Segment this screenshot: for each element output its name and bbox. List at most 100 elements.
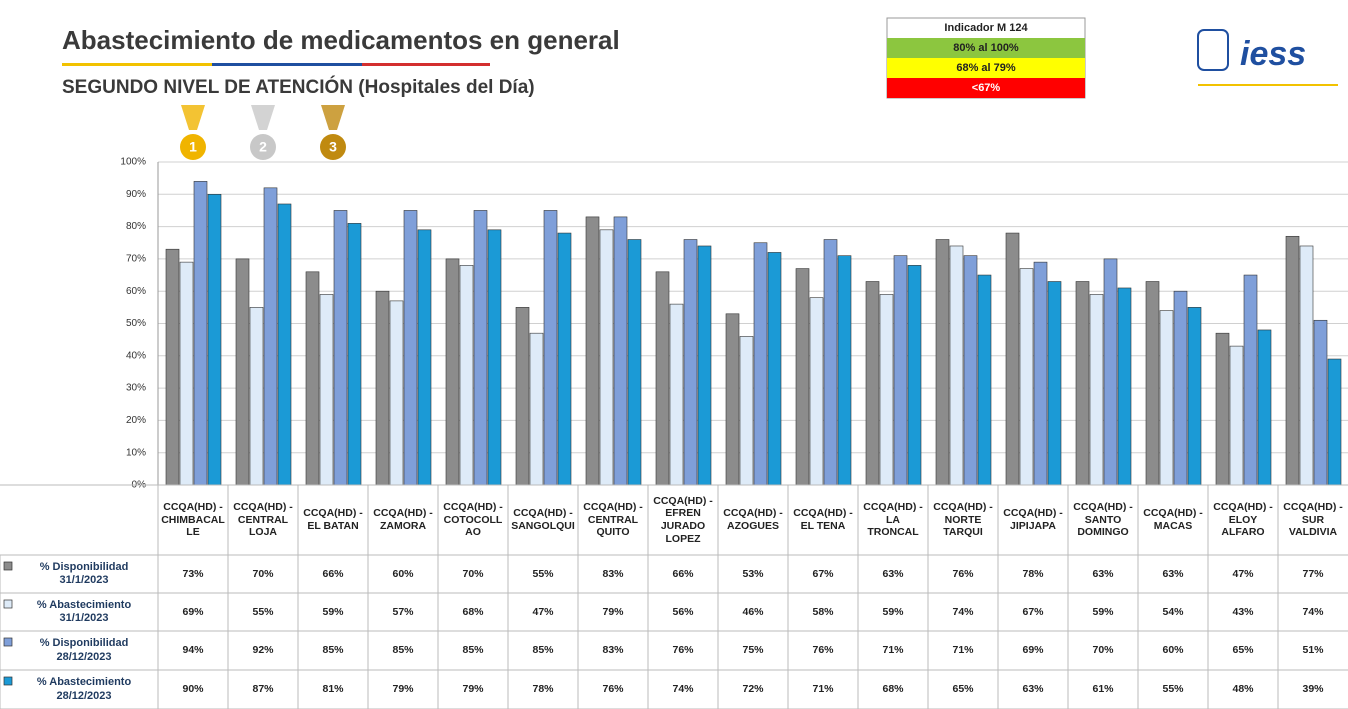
table-value: 75% <box>742 644 764 657</box>
x-tick-label: CCQA(HD) - ZAMORA <box>373 507 433 532</box>
indicator-level <box>887 78 1085 98</box>
bar <box>1243 274 1258 486</box>
table-value: 83% <box>602 644 624 657</box>
table-value: 78% <box>1022 567 1044 580</box>
x-tick-label: CCQA(HD) - MACAS <box>1143 507 1203 532</box>
table-value: 39% <box>1302 683 1324 696</box>
x-tick-label: CCQA(HD) - NORTE TARQUI <box>933 501 993 539</box>
table-value: 67% <box>812 567 834 580</box>
table-value: 85% <box>532 644 554 657</box>
x-tick-label: CCQA(HD) - ELOY ALFARO <box>1213 501 1273 539</box>
bar <box>963 255 978 486</box>
table-value: 76% <box>812 644 834 657</box>
x-tick-label: CCQA(HD) - EL TENA <box>793 507 853 532</box>
bar <box>1215 332 1230 486</box>
x-tick-label: CCQA(HD) - EFREN JURADO LOPEZ <box>653 494 713 545</box>
y-tick-label: 100% <box>120 157 146 168</box>
table-value: 63% <box>1162 567 1184 580</box>
bar <box>753 242 768 486</box>
legend-entry: % Disponibilidad 31/1/2023 <box>39 560 129 586</box>
indicator-label: 80% al 100% <box>953 42 1019 54</box>
bar <box>235 258 250 486</box>
legend-swatch <box>3 637 13 647</box>
medal-ribbon <box>321 105 345 130</box>
bar <box>627 239 642 486</box>
bar <box>403 210 418 486</box>
bar <box>683 239 698 486</box>
table-value: 54% <box>1162 605 1184 618</box>
bar <box>1117 287 1132 486</box>
bar <box>207 194 222 486</box>
table-value: 79% <box>392 683 414 696</box>
bar <box>1145 281 1160 486</box>
table-value: 60% <box>392 567 414 580</box>
indicator-level <box>887 58 1085 78</box>
table-value: 48% <box>1232 683 1254 696</box>
table-value: 72% <box>742 683 764 696</box>
table-value: 79% <box>602 605 624 618</box>
table-value: 69% <box>182 605 204 618</box>
bar <box>473 210 488 486</box>
table-value: 78% <box>532 683 554 696</box>
y-tick-label: 60% <box>126 286 146 297</box>
x-tick-label: CCQA(HD) - SUR VALDIVIA <box>1283 501 1343 539</box>
bar <box>389 300 404 486</box>
title-rule <box>212 63 362 66</box>
table-value: 85% <box>392 644 414 657</box>
x-tick-label: CCQA(HD) - EL BATAN <box>303 507 363 532</box>
table-value: 83% <box>602 567 624 580</box>
bar <box>277 203 292 486</box>
bar <box>543 210 558 486</box>
table-value: 85% <box>322 644 344 657</box>
bar <box>977 274 992 486</box>
y-tick-label: 90% <box>126 189 146 200</box>
bar <box>1033 261 1048 486</box>
title-rule <box>62 63 212 66</box>
table-value: 63% <box>1022 683 1044 696</box>
bar <box>935 239 950 486</box>
y-tick-label: 70% <box>126 254 146 265</box>
bar <box>613 216 628 486</box>
table-value: 47% <box>532 605 554 618</box>
table-value: 66% <box>322 567 344 580</box>
table-value: 85% <box>462 644 484 657</box>
table-value: 55% <box>532 567 554 580</box>
bar <box>333 210 348 486</box>
table-value: 69% <box>1022 644 1044 657</box>
table-value: 60% <box>1162 644 1184 657</box>
table-value: 59% <box>1092 605 1114 618</box>
table-value: 76% <box>602 683 624 696</box>
legend-swatch <box>3 561 13 571</box>
bar <box>1327 358 1342 486</box>
table-value: 61% <box>1092 683 1114 696</box>
bar <box>1075 281 1090 486</box>
bar <box>893 255 908 486</box>
bar <box>1089 294 1104 486</box>
bar <box>1103 258 1118 486</box>
medal-number: 1 <box>189 139 197 155</box>
table-value: 46% <box>742 605 764 618</box>
bar <box>515 307 530 486</box>
y-tick-label: 20% <box>126 415 146 426</box>
table-value: 76% <box>952 567 974 580</box>
table-value: 68% <box>882 683 904 696</box>
medal-ribbon <box>251 105 275 130</box>
bar <box>795 268 810 486</box>
legend-entry: % Disponibilidad 28/12/2023 <box>39 637 129 663</box>
table-value: 58% <box>812 605 834 618</box>
indicator-label: 68% al 79% <box>956 62 1016 74</box>
bar <box>487 229 502 486</box>
legend-entry: % Abastecimiento 31/1/2023 <box>36 598 132 624</box>
bar <box>1019 268 1034 486</box>
medal-number: 2 <box>259 139 267 155</box>
table-value: 74% <box>672 683 694 696</box>
table-value: 55% <box>252 605 274 618</box>
bar <box>179 261 194 486</box>
bar <box>459 265 474 486</box>
table-value: 65% <box>1232 644 1254 657</box>
table-value: 56% <box>672 605 694 618</box>
medal <box>320 134 346 160</box>
table-value: 92% <box>252 644 274 657</box>
